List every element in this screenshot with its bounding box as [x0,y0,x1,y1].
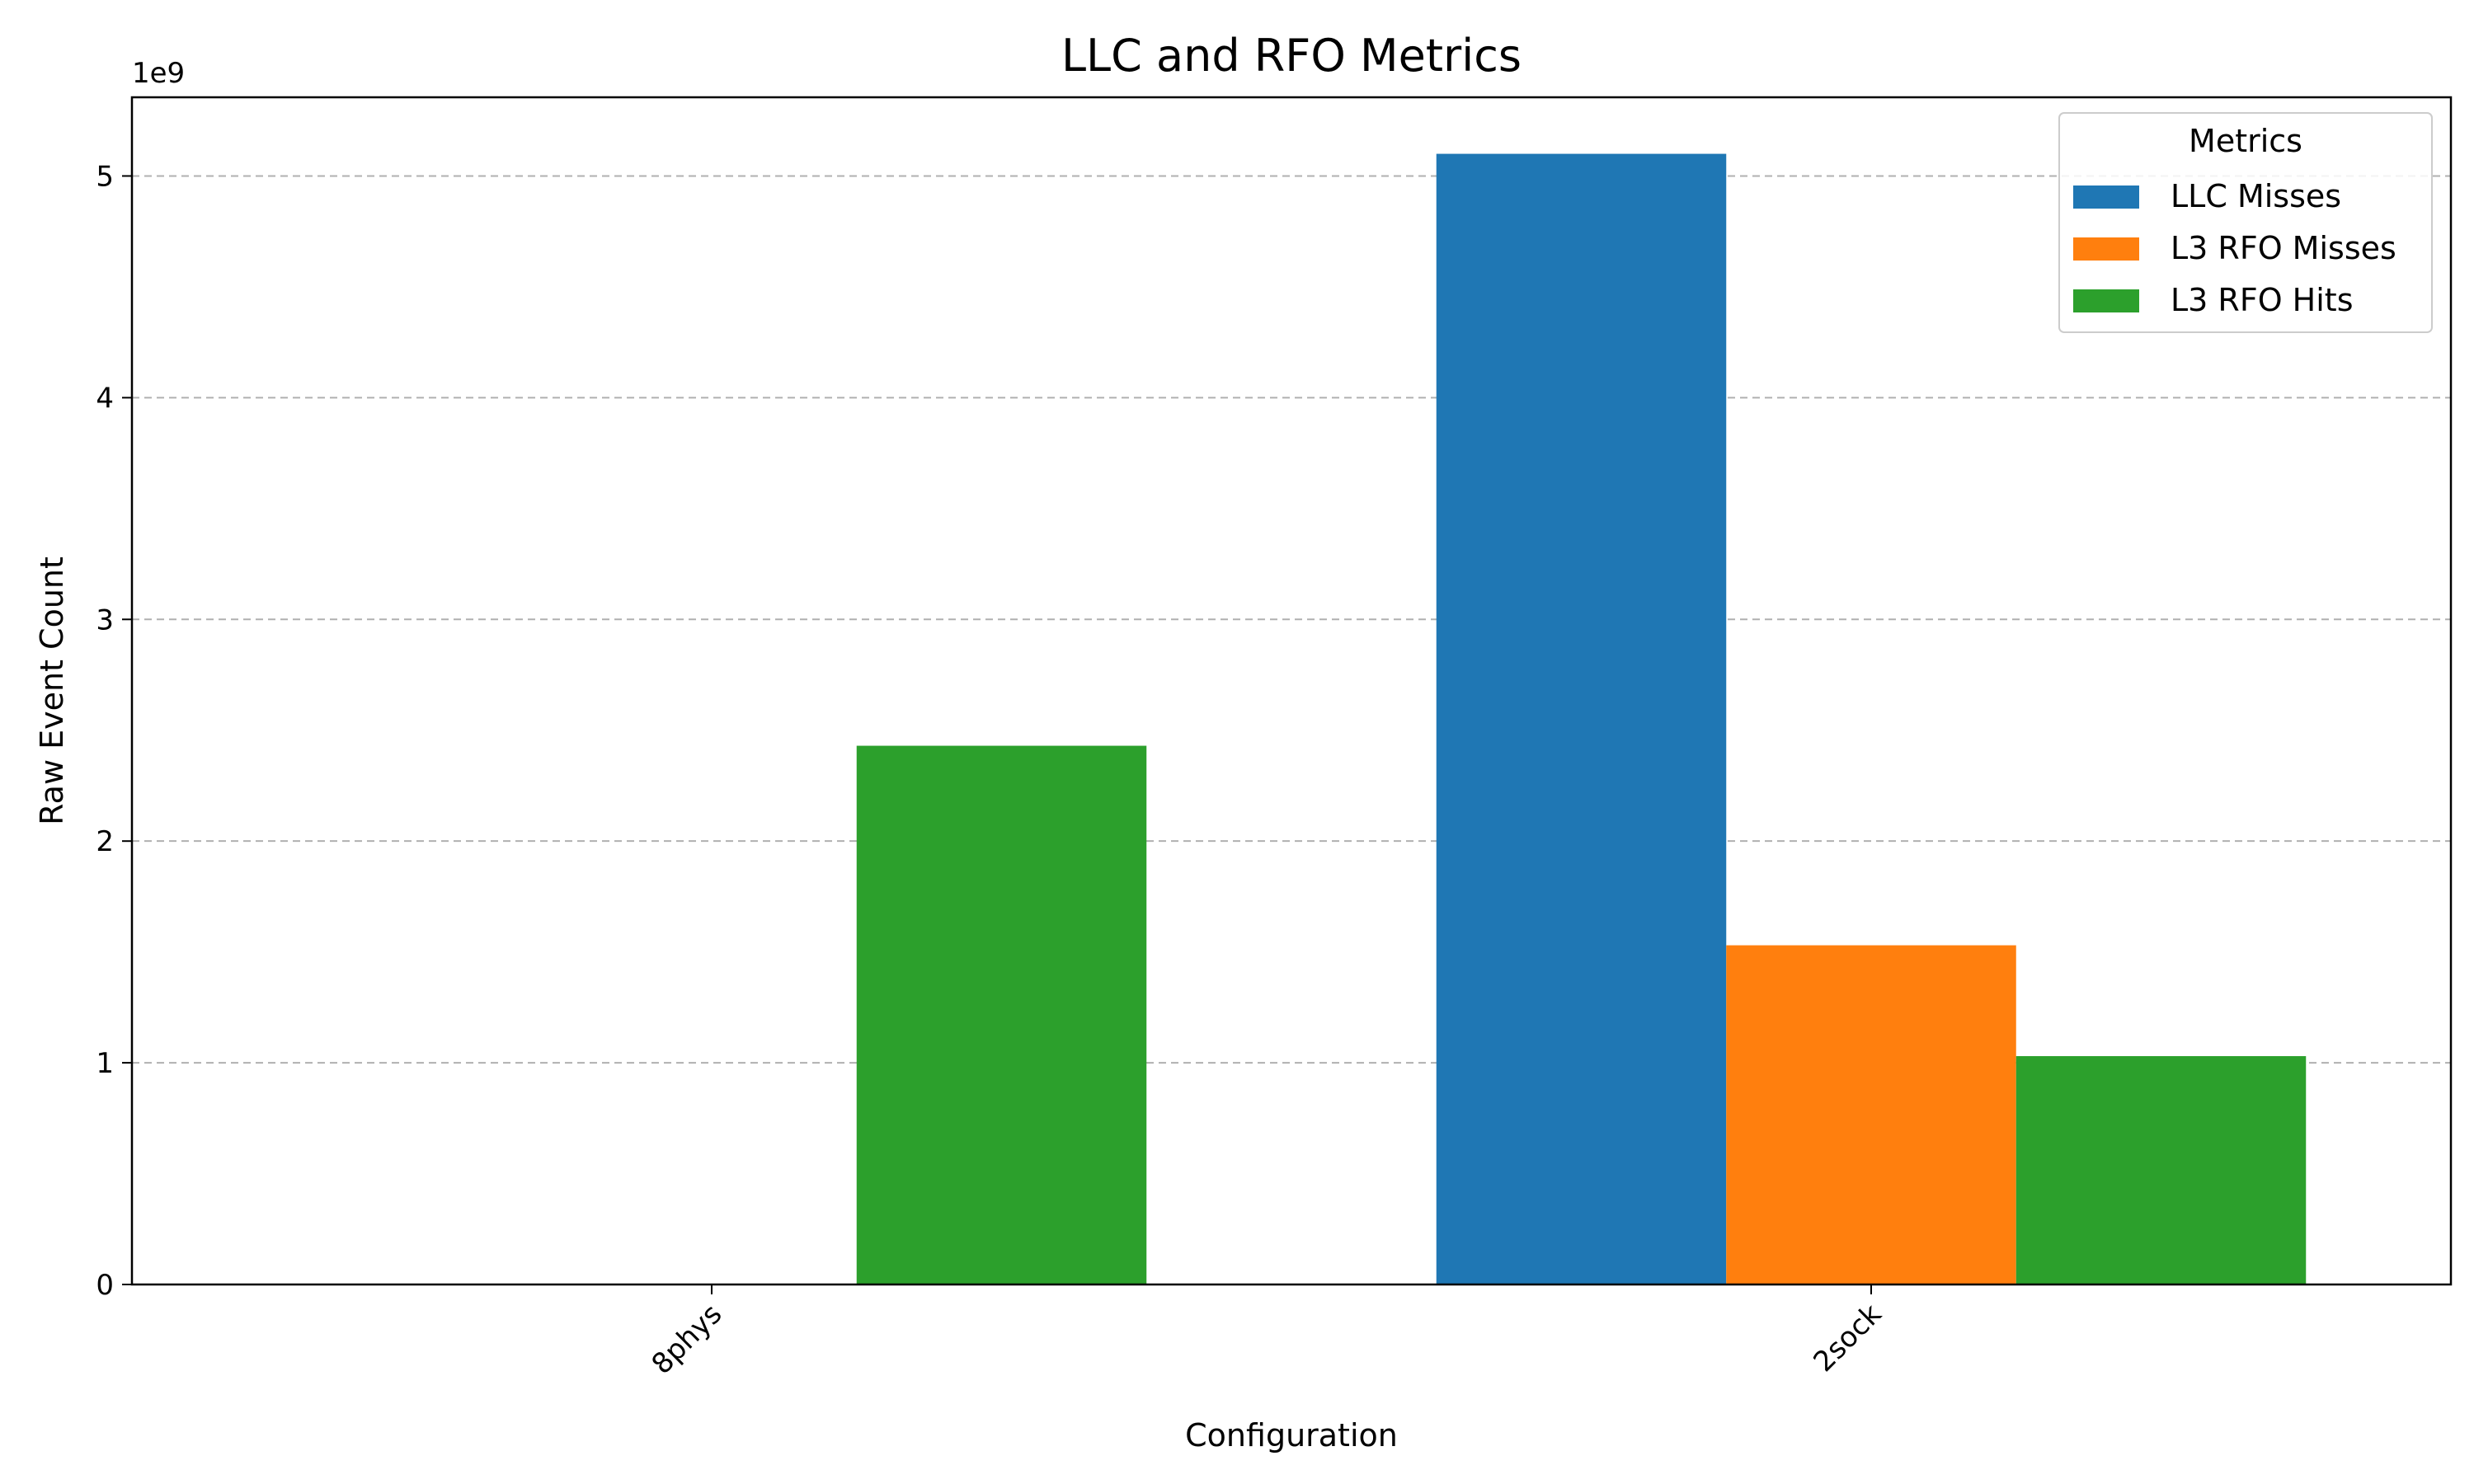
x-axis-ticks: 8phys 2sock [646,1284,1888,1381]
y-tick-label: 1 [96,1047,114,1080]
y-tick-label: 0 [96,1269,114,1302]
x-tick-label: 2sock [1807,1298,1888,1378]
y-tick-label: 3 [96,603,114,636]
bars-layer [856,153,2307,1285]
legend-entry-label: L3 RFO Misses [2171,230,2396,266]
bar-2sock-llc-misses [1436,153,1727,1285]
legend-swatch [2073,186,2139,209]
legend: Metrics LLC Misses L3 RFO Misses L3 RFO Hit… [2058,112,2433,333]
y-axis-label: Raw Event Count [34,556,70,825]
bar-2sock-l3-rfo-hits [2015,1056,2307,1284]
legend-entry-label: L3 RFO Hits [2171,282,2354,318]
legend-entry-label: LLC Misses [2171,178,2341,214]
bar-8phys-l3-rfo-hits [856,745,1147,1284]
legend-box [2058,112,2433,333]
y-axis-ticks: 0 1 2 3 4 5 [96,160,132,1302]
bar-2sock-l3-rfo-misses [1726,945,2016,1284]
y-tick-label: 2 [96,825,114,858]
y-tick-label: 5 [96,160,114,193]
legend-swatch [2073,237,2139,261]
legend-title: Metrics [2189,123,2302,159]
y-offset-label: 1e9 [132,57,185,90]
y-tick-label: 4 [96,382,114,415]
x-tick-label: 8phys [646,1298,729,1381]
chart-title: LLC and RFO Metrics [1061,30,1522,82]
plot-frame [130,96,2453,1286]
legend-swatch [2073,289,2139,312]
x-axis-label: Configuration [1185,1417,1398,1453]
